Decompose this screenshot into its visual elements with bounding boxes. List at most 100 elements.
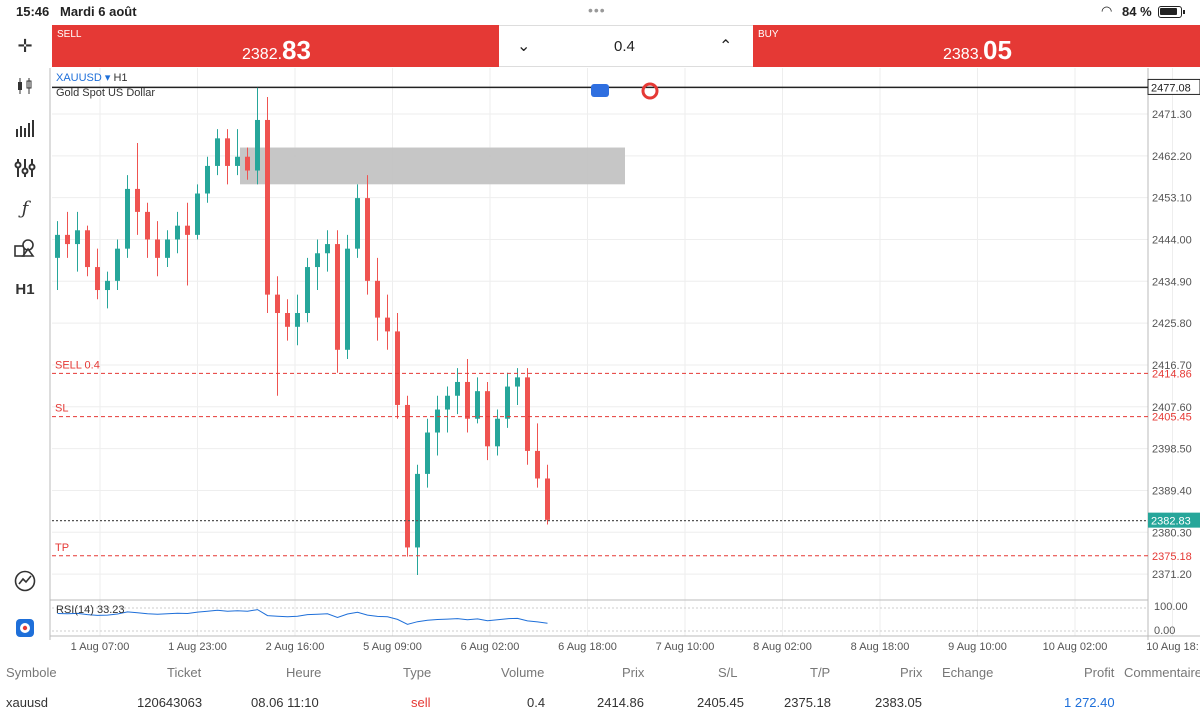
chart-canvas[interactable]: SELL 0.4 2414.86 SL 2405.45 TP 2375.18 2471.30… <box>49 68 1200 658</box>
status-bar: 15:46 Mardi 6 août ••• ◠ 84 % <box>0 0 1200 24</box>
price-tick-label: 2471.30 <box>1152 109 1192 121</box>
time-tick-label: 8 Aug 18:00 <box>851 641 910 653</box>
objects-icon[interactable] <box>12 235 38 261</box>
cell-volume[interactable]: 0.4 <box>527 695 546 710</box>
col-header-type[interactable]: Type <box>403 665 432 680</box>
cell-open-price[interactable]: 2414.86 <box>597 695 644 710</box>
order-line-label: SL <box>55 403 68 415</box>
cell-profit[interactable]: 1 272.40 <box>1064 695 1115 710</box>
chart-symbol-description: Gold Spot US Dollar <box>56 87 156 99</box>
status-date: Mardi 6 août <box>60 4 137 19</box>
rsi-tick-label: 0.00 <box>1154 625 1175 637</box>
wifi-icon: ◠ <box>1101 3 1113 18</box>
candle-body <box>275 294 280 314</box>
top-price-tag <box>1147 78 1200 95</box>
alert-badge-icon <box>591 84 609 97</box>
candle-body <box>215 138 220 166</box>
candle-body <box>325 244 330 254</box>
candle-body <box>85 230 90 268</box>
col-header-sl[interactable]: S/L <box>718 665 738 680</box>
candle-body <box>435 409 440 433</box>
cell-ticket[interactable]: 120643063 <box>137 695 203 710</box>
col-header-ticket[interactable]: Ticket <box>167 665 202 680</box>
candle-body <box>535 450 540 479</box>
col-header-swap[interactable]: Echange <box>942 665 994 680</box>
candlestick-icon[interactable] <box>12 73 38 99</box>
sell-price: 2382.83 <box>242 35 311 65</box>
candle-body <box>285 313 290 327</box>
buy-label: BUY <box>758 29 779 40</box>
col-header-tp[interactable]: T/P <box>810 665 831 680</box>
chart-symbol[interactable]: XAUUSD ▾ H1 <box>56 72 128 84</box>
candle-body <box>135 188 140 212</box>
candle-body <box>295 313 300 327</box>
cell-sl[interactable]: 2405.45 <box>697 695 744 710</box>
chevron-up-icon[interactable]: ⌃ <box>719 38 733 55</box>
candle-body <box>355 198 360 249</box>
price-chart[interactable]: SELL 0.4 2414.86 SL 2405.45 TP 2375.18 2471.30… <box>49 68 1200 653</box>
rsi-line <box>57 609 548 625</box>
candle-body <box>155 239 160 258</box>
col-header-volume[interactable]: Volume <box>501 665 545 680</box>
market-watch-icon[interactable] <box>12 568 38 594</box>
price-tick-label: 2389.40 <box>1152 485 1192 497</box>
price-tick-label: 2462.20 <box>1152 151 1192 163</box>
price-tick-label: 2371.20 <box>1152 569 1192 581</box>
cell-type[interactable]: sell <box>411 695 431 710</box>
cell-symbol[interactable]: xauusd <box>6 695 48 710</box>
time-tick-label: 7 Aug 10:00 <box>656 641 715 653</box>
positions-table: Symbole Ticket Heure Type Volume Prix S/… <box>0 655 1200 710</box>
order-line-price: 2414.86 <box>1152 368 1192 380</box>
price-tick-label: 2407.60 <box>1152 402 1192 414</box>
candle-body <box>425 432 430 474</box>
cell-time[interactable]: 08.06 11:10 <box>251 695 319 710</box>
candle-body <box>305 267 310 314</box>
sell-label: SELL <box>57 29 82 40</box>
bar-chart-icon[interactable] <box>12 115 38 141</box>
candle-body <box>185 225 190 235</box>
price-tick-label: 2434.90 <box>1152 276 1192 288</box>
col-header-symbol[interactable]: Symbole <box>6 665 57 680</box>
trade-lifebuoy-icon[interactable] <box>12 615 38 641</box>
time-tick-label: 10 Aug 18: <box>1146 641 1199 653</box>
candle-body <box>255 119 260 171</box>
crosshair-icon[interactable]: ✛ <box>17 35 33 56</box>
timeframe-button[interactable]: H1 <box>15 280 35 298</box>
col-header-time[interactable]: Heure <box>286 665 322 680</box>
multitask-dots-icon[interactable]: ••• <box>588 2 606 18</box>
candle-body <box>525 377 530 451</box>
cell-tp[interactable]: 2375.18 <box>784 695 831 710</box>
candle-body <box>465 381 470 419</box>
price-tick-label: 2398.50 <box>1152 444 1192 456</box>
col-header-comment[interactable]: Commentaire <box>1124 665 1200 680</box>
rsi-tick-label: 100.00 <box>1154 601 1188 613</box>
volume-value[interactable]: 0.4 <box>614 38 635 55</box>
candle-body <box>175 225 180 240</box>
cell-current-price[interactable]: 2383.05 <box>875 695 922 710</box>
function-icon[interactable]: ƒ <box>21 197 29 219</box>
status-time: 15:46 <box>16 4 50 19</box>
buy-button[interactable]: BUY 2383.05 <box>753 25 1200 67</box>
price-tick-label: 2425.80 <box>1152 318 1192 330</box>
battery-icon <box>1158 6 1185 18</box>
time-tick-label: 1 Aug 07:00 <box>71 641 130 653</box>
current-price-label: 2382.83 <box>1151 516 1191 528</box>
news-badge-icon <box>641 82 659 100</box>
chevron-down-icon[interactable]: ⌄ <box>517 38 531 55</box>
top-price-label: 2477.08 <box>1151 82 1191 94</box>
col-header-price[interactable]: Prix <box>622 665 645 680</box>
candle-body <box>245 156 250 171</box>
candle-body <box>385 317 390 332</box>
toolbar-sidebar: ✛ ƒ H1 <box>0 25 50 645</box>
candle-body <box>265 119 270 295</box>
time-tick-label: 8 Aug 02:00 <box>753 641 812 653</box>
candle-body <box>315 253 320 268</box>
price-tick-label: 2453.10 <box>1152 193 1192 205</box>
sell-button[interactable]: SELL 2382.83 <box>52 25 499 67</box>
col-header-price2[interactable]: Prix <box>900 665 923 680</box>
candle-body <box>515 377 520 387</box>
candle-body <box>145 211 150 240</box>
candle-body <box>105 280 110 291</box>
indicators-icon[interactable] <box>12 155 38 181</box>
col-header-profit[interactable]: Profit <box>1084 665 1115 680</box>
